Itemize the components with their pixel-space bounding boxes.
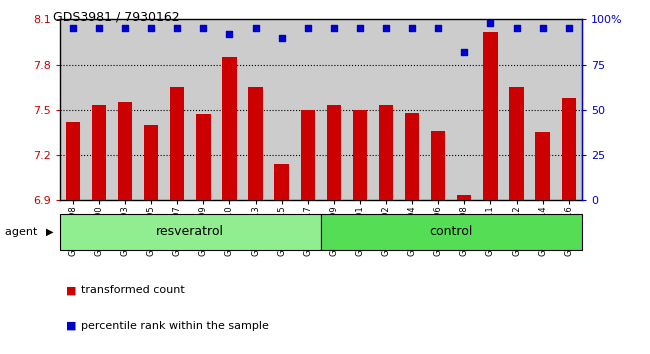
Point xyxy=(250,25,261,31)
Text: ■: ■ xyxy=(66,321,77,331)
Bar xyxy=(170,87,185,200)
Bar xyxy=(196,114,211,200)
Text: ■: ■ xyxy=(66,285,77,295)
Bar xyxy=(92,105,106,200)
Point xyxy=(68,25,78,31)
FancyBboxPatch shape xyxy=(60,214,321,250)
Point xyxy=(355,25,365,31)
Point xyxy=(224,31,235,37)
Bar xyxy=(321,19,347,200)
Point xyxy=(146,25,157,31)
Point xyxy=(485,20,495,26)
Bar xyxy=(112,19,138,200)
Bar xyxy=(268,19,294,200)
Point xyxy=(459,49,469,55)
Bar xyxy=(353,110,367,200)
Bar xyxy=(431,131,445,200)
Point xyxy=(407,25,417,31)
Bar xyxy=(242,19,268,200)
Bar xyxy=(562,98,576,200)
Point xyxy=(172,25,183,31)
Point xyxy=(564,25,574,31)
Point xyxy=(94,25,104,31)
Point xyxy=(302,25,313,31)
Bar xyxy=(86,19,112,200)
Point xyxy=(433,25,443,31)
Bar xyxy=(274,164,289,200)
Bar xyxy=(164,19,190,200)
Bar xyxy=(510,87,524,200)
Bar xyxy=(451,19,477,200)
Bar xyxy=(60,19,86,200)
Text: transformed count: transformed count xyxy=(81,285,185,295)
Bar xyxy=(530,19,556,200)
Point xyxy=(120,25,130,31)
Bar xyxy=(300,110,315,200)
Text: percentile rank within the sample: percentile rank within the sample xyxy=(81,321,268,331)
Bar xyxy=(556,19,582,200)
Text: agent: agent xyxy=(5,227,40,237)
Bar xyxy=(373,19,399,200)
Point xyxy=(538,25,548,31)
Bar xyxy=(379,105,393,200)
Text: ▶: ▶ xyxy=(46,227,53,237)
FancyBboxPatch shape xyxy=(321,214,582,250)
Bar xyxy=(248,87,263,200)
Bar xyxy=(405,113,419,200)
Point xyxy=(381,25,391,31)
Bar xyxy=(216,19,242,200)
Bar xyxy=(190,19,216,200)
Point xyxy=(512,25,522,31)
Bar xyxy=(222,57,237,200)
Point xyxy=(198,25,209,31)
Bar xyxy=(425,19,451,200)
Bar xyxy=(144,125,159,200)
Bar xyxy=(457,195,471,200)
Text: control: control xyxy=(430,225,473,238)
Text: resveratrol: resveratrol xyxy=(156,225,224,238)
Text: GDS3981 / 7930162: GDS3981 / 7930162 xyxy=(53,11,180,24)
Bar xyxy=(66,122,80,200)
Bar xyxy=(347,19,373,200)
Bar xyxy=(138,19,164,200)
Bar xyxy=(536,132,550,200)
Bar xyxy=(477,19,504,200)
Bar xyxy=(483,32,498,200)
Bar xyxy=(399,19,425,200)
Bar xyxy=(504,19,530,200)
Point xyxy=(329,25,339,31)
Bar xyxy=(294,19,321,200)
Bar xyxy=(327,105,341,200)
Point xyxy=(276,35,287,40)
Bar xyxy=(118,102,132,200)
